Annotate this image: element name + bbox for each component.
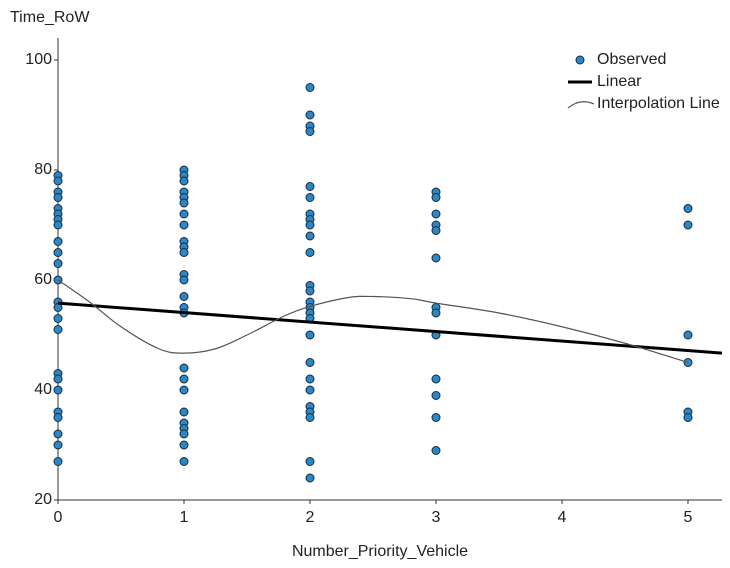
- data-point: [179, 176, 189, 186]
- x-tick-label: 0: [54, 509, 63, 526]
- data-point: [53, 237, 63, 246]
- data-point: [53, 429, 63, 439]
- data-point: [179, 198, 189, 208]
- data-point: [305, 473, 315, 483]
- data-point: [179, 429, 189, 439]
- data-point: [53, 385, 63, 395]
- x-tick-label: 3: [432, 509, 441, 526]
- data-point: [683, 330, 693, 340]
- data-point: [53, 248, 63, 257]
- x-axis-label: Number_Priority_Vehicle: [292, 543, 468, 560]
- data-point: [683, 413, 693, 422]
- data-point: [305, 374, 315, 384]
- data-point: [431, 413, 441, 422]
- linear-fit-line: [57, 301, 723, 355]
- data-point: [179, 248, 189, 257]
- data-point: [53, 193, 63, 202]
- data-point: [53, 325, 63, 334]
- data-point: [305, 231, 315, 241]
- data-point: [179, 275, 189, 285]
- data-point: [305, 286, 315, 296]
- data-point: [179, 407, 189, 417]
- data-point: [431, 446, 441, 455]
- data-point: [179, 374, 189, 384]
- data-point: [305, 358, 315, 367]
- data-point: [431, 226, 441, 235]
- data-point: [683, 220, 693, 230]
- data-point: [305, 385, 315, 395]
- data-point: [179, 363, 189, 373]
- data-point: [179, 292, 189, 301]
- y-tick-label: 100: [25, 51, 52, 68]
- data-point: [179, 220, 189, 230]
- data-point: [305, 127, 315, 136]
- data-point: [53, 374, 63, 384]
- x-tick-label: 4: [558, 509, 567, 526]
- data-point: [431, 308, 441, 318]
- legend-label: Interpolation Line: [597, 95, 720, 112]
- data-point: [305, 220, 315, 230]
- legend-label: Linear: [597, 73, 642, 90]
- legend-marker: [567, 101, 595, 109]
- data-point: [53, 176, 63, 186]
- data-point: [53, 413, 63, 422]
- data-point: [179, 209, 189, 219]
- x-tick-label: 1: [180, 509, 189, 526]
- legend-label: Observed: [597, 51, 666, 68]
- data-point: [431, 209, 441, 219]
- data-point: [53, 440, 63, 450]
- data-point: [431, 391, 441, 400]
- y-tick-label: 80: [34, 161, 52, 178]
- data-point: [53, 314, 63, 323]
- data-point: [683, 204, 693, 213]
- data-point: [53, 457, 63, 466]
- y-tick-label: 20: [34, 491, 52, 508]
- legend-marker: [575, 55, 585, 65]
- data-point: [305, 457, 315, 466]
- data-point: [305, 110, 315, 120]
- data-point: [179, 457, 189, 466]
- y-tick-label: 60: [34, 271, 52, 288]
- data-point: [305, 330, 315, 340]
- data-point: [305, 248, 315, 257]
- interpolation-line: [57, 279, 689, 364]
- data-point: [179, 440, 189, 450]
- y-tick-label: 40: [34, 381, 52, 398]
- data-point: [431, 374, 441, 384]
- data-point: [305, 413, 315, 422]
- data-point: [431, 253, 441, 263]
- data-point: [305, 182, 315, 191]
- data-point: [305, 83, 315, 92]
- x-tick-label: 2: [306, 509, 315, 526]
- y-axis-label: Time_RoW: [10, 9, 90, 26]
- x-tick-label: 5: [684, 509, 693, 526]
- data-point: [305, 193, 315, 202]
- data-point: [179, 385, 189, 395]
- data-point: [431, 193, 441, 202]
- data-point: [53, 220, 63, 230]
- data-point: [53, 259, 63, 268]
